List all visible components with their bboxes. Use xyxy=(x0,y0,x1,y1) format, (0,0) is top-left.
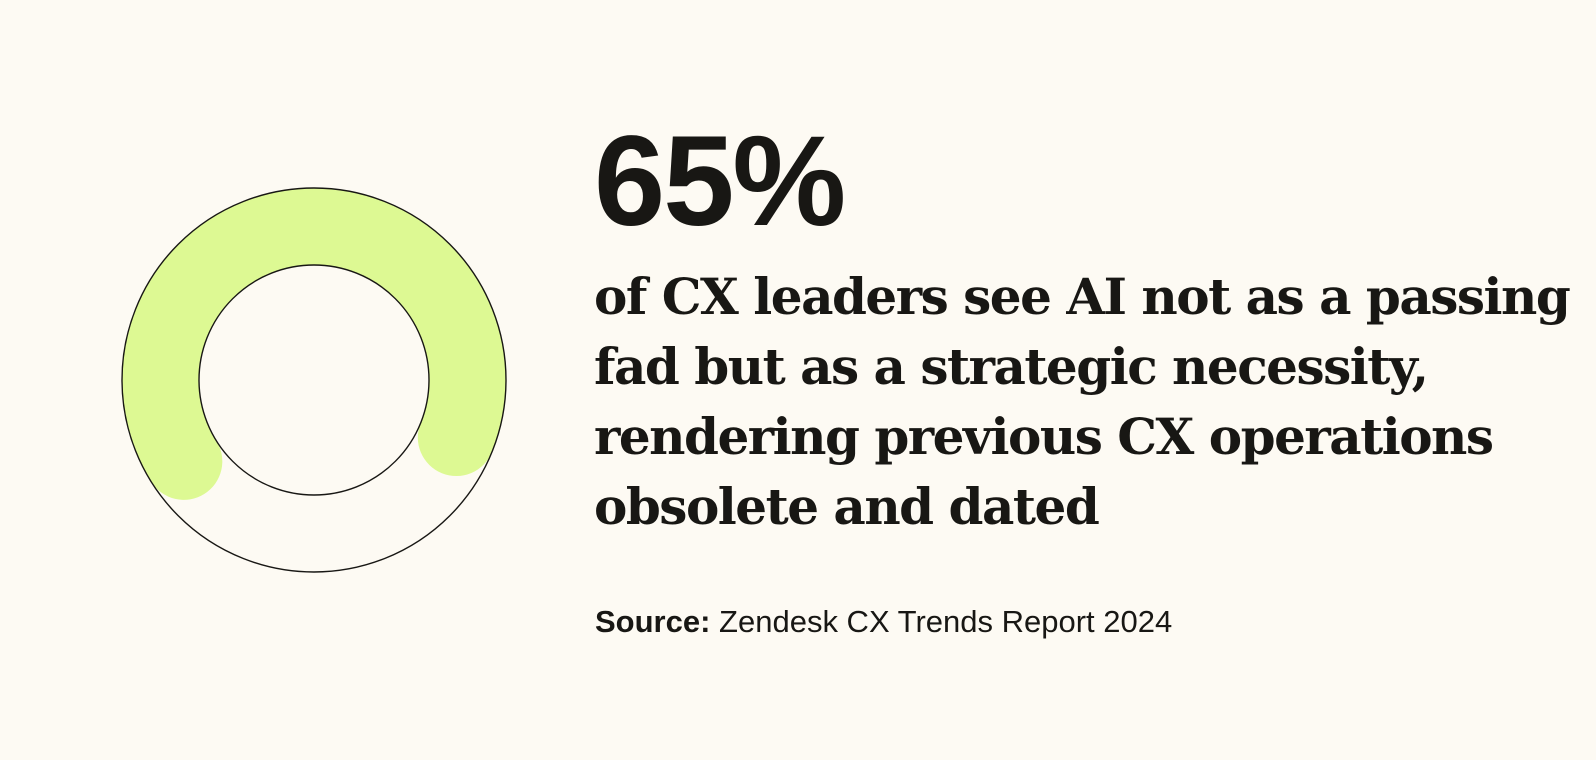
stat-description-line: of CX leaders see AI not as a passing xyxy=(594,267,1571,326)
source-label: Source: xyxy=(595,604,711,639)
stat-description-line: obsolete and dated xyxy=(594,477,1100,536)
donut-hole xyxy=(199,265,429,495)
donut-outer-outline xyxy=(121,187,507,573)
source-text: Zendesk CX Trends Report 2024 xyxy=(719,604,1173,639)
source-citation: Source: Zendesk CX Trends Report 2024 xyxy=(595,604,1172,640)
stat-description: of CX leaders see AI not as a passing fa… xyxy=(594,262,1571,542)
donut-chart xyxy=(121,187,507,573)
stat-value: 65% xyxy=(594,110,846,253)
donut-segment-value xyxy=(122,188,506,500)
donut-inner-outline xyxy=(198,264,430,496)
stat-description-line: fad but as a strategic necessity, xyxy=(594,337,1429,396)
donut-marks xyxy=(121,187,507,573)
stat-description-line: rendering previous CX operations xyxy=(594,407,1494,466)
